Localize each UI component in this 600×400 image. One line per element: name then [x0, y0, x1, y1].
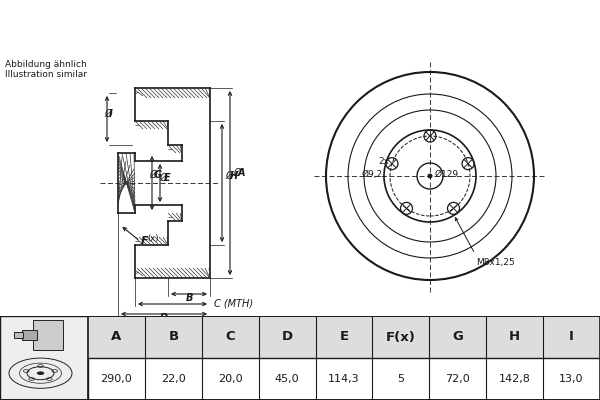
Circle shape — [37, 371, 44, 375]
Bar — [22, 330, 37, 340]
Text: C (MTH): C (MTH) — [214, 299, 253, 309]
Text: F(x): F(x) — [386, 330, 416, 344]
Text: 22,0: 22,0 — [161, 374, 186, 384]
Text: 290,0: 290,0 — [101, 374, 133, 384]
Bar — [0, 316, 88, 400]
Text: 13,0: 13,0 — [559, 374, 584, 384]
Text: H: H — [230, 171, 238, 181]
Text: H: H — [509, 330, 520, 344]
Text: D: D — [281, 330, 293, 344]
Text: Ø9,2: Ø9,2 — [362, 170, 383, 178]
Circle shape — [427, 174, 433, 178]
Bar — [88, 316, 600, 358]
Text: D: D — [160, 313, 168, 323]
Text: Ø: Ø — [233, 168, 241, 178]
Text: A: A — [112, 330, 122, 344]
Text: G: G — [452, 330, 463, 344]
Text: Ø: Ø — [159, 173, 167, 183]
Bar — [14, 332, 23, 338]
Text: 5: 5 — [397, 374, 404, 384]
Text: G: G — [154, 170, 162, 180]
Text: 20,0: 20,0 — [218, 374, 242, 384]
Text: 114,3: 114,3 — [328, 374, 360, 384]
Text: Ø: Ø — [149, 170, 157, 180]
Bar — [33, 320, 63, 350]
Text: 24.0122-0249.1   422249: 24.0122-0249.1 422249 — [164, 15, 457, 35]
Text: I: I — [109, 109, 113, 119]
Text: (x): (x) — [147, 234, 158, 242]
Text: Ø: Ø — [104, 109, 112, 119]
Text: Ø129: Ø129 — [435, 170, 459, 178]
Text: F: F — [141, 236, 149, 246]
Text: Ø: Ø — [225, 171, 233, 181]
Text: B: B — [168, 330, 178, 344]
Text: B: B — [185, 293, 193, 303]
Text: A: A — [238, 168, 245, 178]
Text: I: I — [569, 330, 574, 344]
Text: Illustration similar: Illustration similar — [5, 70, 87, 79]
Text: E: E — [164, 173, 170, 183]
Text: 2x: 2x — [378, 158, 389, 166]
Text: C: C — [226, 330, 235, 344]
Text: M8x1,25: M8x1,25 — [476, 258, 515, 267]
Text: Abbildung ähnlich: Abbildung ähnlich — [5, 60, 87, 69]
Text: E: E — [340, 330, 349, 344]
Text: 72,0: 72,0 — [445, 374, 470, 384]
Text: 142,8: 142,8 — [499, 374, 530, 384]
Text: 45,0: 45,0 — [275, 374, 299, 384]
